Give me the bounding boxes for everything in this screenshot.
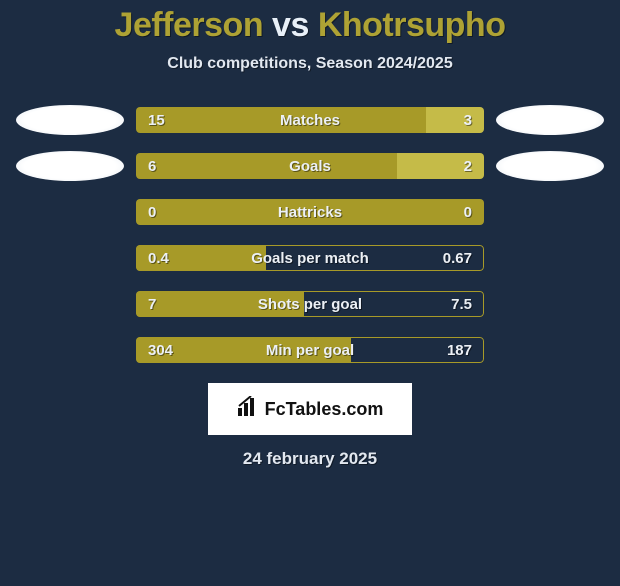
right-value: 7.5 xyxy=(451,291,472,317)
right-value: 187 xyxy=(447,337,472,363)
comparison-title: Jefferson vs Khotrsupho xyxy=(0,6,620,45)
footer-logo: FcTables.com xyxy=(208,383,412,435)
player1-avatar xyxy=(16,151,124,181)
avatar-spacer xyxy=(16,197,124,227)
player1-name: Jefferson xyxy=(115,6,264,44)
player2-avatar xyxy=(496,151,604,181)
stat-bar: 00Hattricks xyxy=(136,199,484,225)
avatar-spacer xyxy=(496,197,604,227)
right-value: 0 xyxy=(464,199,472,225)
left-value: 304 xyxy=(148,337,173,363)
stat-row: 00Hattricks xyxy=(0,199,620,225)
left-value: 6 xyxy=(148,153,156,179)
stat-bar: 304187Min per goal xyxy=(136,337,484,363)
avatar-spacer xyxy=(496,289,604,319)
stat-bar: 153Matches xyxy=(136,107,484,133)
left-value: 0 xyxy=(148,199,156,225)
bar-left-fill xyxy=(136,153,397,179)
avatar-spacer xyxy=(16,243,124,273)
avatar-spacer xyxy=(16,335,124,365)
left-value: 15 xyxy=(148,107,165,133)
avatar-spacer xyxy=(496,243,604,273)
stat-row: 153Matches xyxy=(0,107,620,133)
stat-row: 77.5Shots per goal xyxy=(0,291,620,317)
chart-icon xyxy=(237,396,259,422)
right-value: 2 xyxy=(464,153,472,179)
left-value: 7 xyxy=(148,291,156,317)
stat-bar: 0.40.67Goals per match xyxy=(136,245,484,271)
stat-bar: 77.5Shots per goal xyxy=(136,291,484,317)
date-text: 24 february 2025 xyxy=(0,449,620,469)
bar-full-fill xyxy=(136,199,484,225)
left-value: 0.4 xyxy=(148,245,169,271)
footer-logo-text: FcTables.com xyxy=(265,399,384,420)
vs-text: vs xyxy=(272,6,309,44)
stat-bar: 62Goals xyxy=(136,153,484,179)
right-value: 3 xyxy=(464,107,472,133)
player1-avatar xyxy=(16,105,124,135)
stat-row: 304187Min per goal xyxy=(0,337,620,363)
player2-name: Khotrsupho xyxy=(318,6,506,44)
stat-row: 62Goals xyxy=(0,153,620,179)
bar-right-fill xyxy=(426,107,484,133)
subtitle: Club competitions, Season 2024/2025 xyxy=(0,55,620,73)
stat-row: 0.40.67Goals per match xyxy=(0,245,620,271)
avatar-spacer xyxy=(16,289,124,319)
right-value: 0.67 xyxy=(443,245,472,271)
comparison-chart: 153Matches62Goals00Hattricks0.40.67Goals… xyxy=(0,107,620,363)
bar-left-fill xyxy=(136,107,426,133)
player2-avatar xyxy=(496,105,604,135)
avatar-spacer xyxy=(496,335,604,365)
bar-left-fill xyxy=(136,291,304,317)
